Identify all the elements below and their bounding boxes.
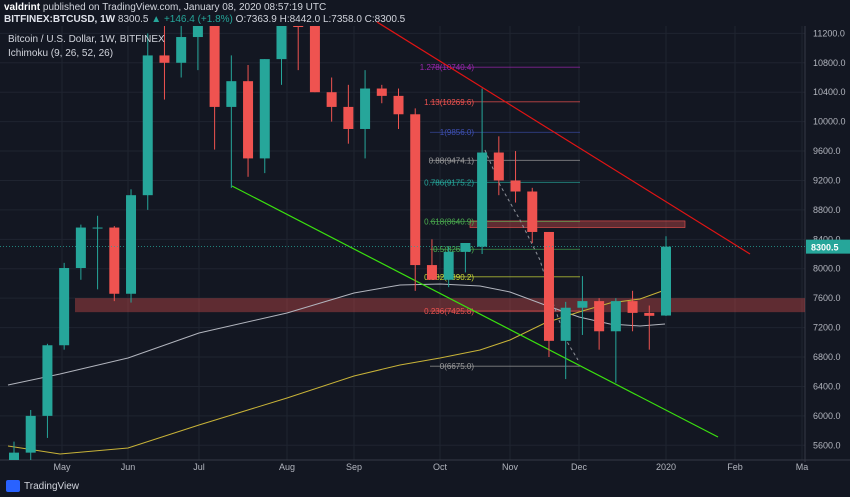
y-tick-label: 9600.0 [813,146,841,156]
y-tick-label: 10800.0 [813,58,846,68]
candle-body [75,227,86,269]
candle-body [510,180,521,192]
candle-body [309,26,320,93]
candle-body [560,307,571,341]
candle-body [527,191,538,232]
y-tick-label: 8000.0 [813,264,841,274]
candle-body [343,106,354,129]
resistance-zone [469,220,686,228]
candle-body [360,88,371,129]
candle-body [393,95,404,115]
candle-body [661,246,671,316]
candle-body [176,37,187,63]
candle-body [126,195,137,294]
candle-body [477,152,488,247]
symbol-line: BITFINEX:BTCUSD, 1W 8300.5 ▲ +146.4 (+1.… [4,14,846,26]
chart-header: valdrint published on TradingView.com, J… [0,0,850,26]
candle-body [410,114,421,266]
fib-level-label: 0.236(7425.8) [424,307,474,316]
candle-body [594,301,605,332]
y-tick-label: 6000.0 [813,411,841,421]
candle-body [577,301,588,308]
publish-info: published on TradingView.com, January 08… [40,2,327,13]
candle-body [142,55,153,196]
x-tick-label: Sep [346,462,362,472]
x-tick-label: Nov [502,462,519,472]
candle-body [25,415,36,453]
candle-body [644,312,655,316]
x-tick-label: Feb [727,462,743,472]
y-tick-label: 6400.0 [813,381,841,391]
candle-body [92,227,103,229]
candle-body [59,268,70,346]
fib-level-label: 0.618(8640.9) [424,218,474,227]
y-tick-label: 8400.0 [813,234,841,244]
y-tick-label: 8800.0 [813,205,841,215]
candle-body [326,92,337,107]
candle-body [243,81,254,159]
fib-level-label: 0(6675.0) [440,362,475,371]
footer-brand: TradingView [6,480,79,492]
candle-body [9,452,19,460]
x-tick-label: Ma [796,462,809,472]
x-tick-label: Oct [433,462,448,472]
x-tick-label: Jun [121,462,136,472]
candle-body [376,88,387,96]
y-tick-label: 7200.0 [813,323,841,333]
candle-body [209,26,220,107]
legend-indicator[interactable]: Ichimoku (9, 26, 52, 26) [8,48,114,59]
support-trendline [231,185,719,438]
candle-body [42,345,53,416]
brand-label: TradingView [24,480,80,492]
legend-series[interactable]: Bitcoin / U.S. Dollar, 1W, BITFINEX [8,34,165,45]
candle-body [443,251,454,280]
chart-legend: Bitcoin / U.S. Dollar, 1W, BITFINEX Ichi… [8,33,165,61]
last-price-value: 8300.5 [117,14,149,25]
last-price-label: 8300.5 [811,243,839,253]
last-price-tag [806,239,850,254]
symbol-name: BITFINEX:BTCUSD, 1W [4,14,116,25]
candle-body [276,26,287,60]
candle-body [543,231,554,341]
publisher-name[interactable]: valdrint [4,2,41,13]
candle-body [159,55,170,63]
plot-area [0,26,805,460]
y-tick-label: 5600.0 [813,440,841,450]
candle-body [293,26,304,27]
candle-body [610,301,621,332]
fib-level-label: 1.278(10740.4) [420,63,475,72]
candle-body [109,227,120,294]
x-tick-label: Dec [571,462,588,472]
x-tick-label: May [53,462,71,472]
price-change: ▲ +146.4 (+1.8%) [151,14,233,25]
y-tick-label: 9200.0 [813,175,841,185]
fib-level-label: 0.786(9175.2) [424,178,474,187]
candle-body [627,301,638,313]
y-tick-label: 10000.0 [813,117,846,127]
candle-body [460,243,471,252]
fib-level-label: 0.88(9474.1) [429,156,475,165]
resistance-trendline [376,21,751,255]
y-tick-label: 6800.0 [813,352,841,362]
tradingview-logo-icon [6,480,20,492]
ohlc-values: O:7363.9 H:8442.0 L:7358.0 C:8300.5 [235,14,406,25]
fib-level-label: 1.13(10269.6) [424,98,474,107]
candle-body [226,81,237,107]
candle-body [259,59,270,159]
candle-body [493,152,504,181]
fib-level-label: 0.5(8265.3) [433,245,474,254]
candle-body [426,265,437,280]
y-tick-label: 10400.0 [813,87,846,97]
x-tick-label: 2020 [656,462,676,472]
x-tick-label: Jul [193,462,205,472]
x-tick-label: Aug [279,462,295,472]
candle-body [192,26,203,38]
publisher-line: valdrint published on TradingView.com, J… [4,2,846,14]
fib-level-label: 1(9856.0) [440,128,475,137]
y-tick-label: 11200.0 [813,28,845,38]
projection-path [484,149,579,361]
y-tick-label: 7600.0 [813,293,841,303]
